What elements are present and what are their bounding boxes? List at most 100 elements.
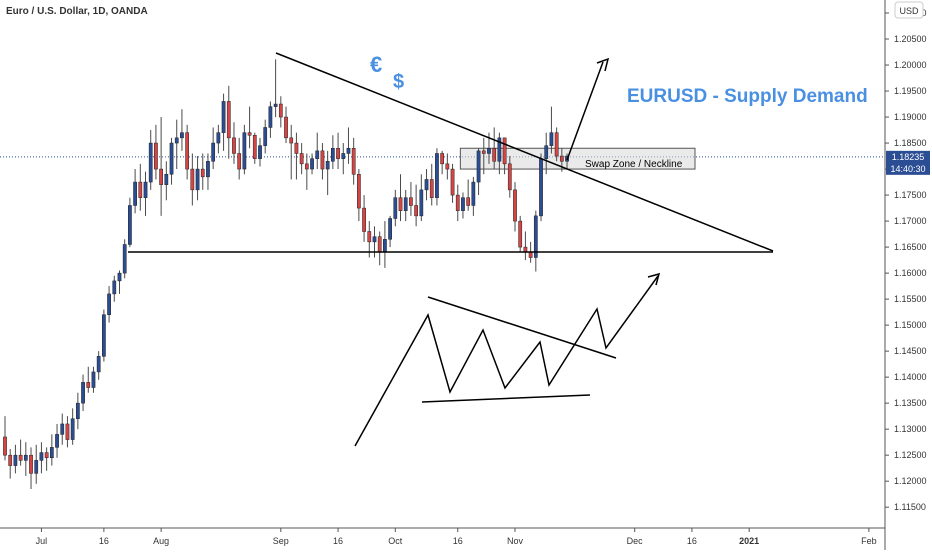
candle-body xyxy=(476,150,481,183)
swap-zone-box[interactable] xyxy=(459,147,696,170)
pattern-upper-line[interactable] xyxy=(427,296,617,359)
candle xyxy=(320,143,325,180)
price-tick-label: 1.20500 xyxy=(894,34,927,44)
pattern-lower-line[interactable] xyxy=(421,394,591,403)
candle-body xyxy=(544,145,549,159)
candle-body xyxy=(357,174,361,209)
candle-body xyxy=(237,153,242,170)
price-tick-label: 1.14000 xyxy=(894,372,927,382)
candle-body xyxy=(466,197,471,206)
candle xyxy=(315,132,320,170)
candle xyxy=(554,127,559,162)
candle-body xyxy=(180,132,184,139)
candle xyxy=(159,117,163,216)
candle-body xyxy=(502,137,507,165)
candle-body xyxy=(325,161,330,170)
price-tick-label: 1.14500 xyxy=(894,346,927,356)
breakout-arrow-head xyxy=(596,57,610,72)
candle xyxy=(299,143,304,175)
candle xyxy=(206,153,210,190)
candle-body xyxy=(487,148,491,154)
candle-body xyxy=(232,137,236,154)
candle xyxy=(8,448,13,479)
candle xyxy=(18,439,23,466)
candle-body xyxy=(471,181,476,206)
candle xyxy=(351,137,356,185)
time-axis[interactable]: Jul 16 Aug Sep 16 Oct 16 Nov Dec 16 2021 Feb xyxy=(0,527,885,546)
candle-body xyxy=(367,231,372,243)
price-axis[interactable]: 1.11500 1.12000 1.12500 1.13000 1.13500 1.140… xyxy=(884,0,927,550)
candle-body xyxy=(393,197,398,219)
candle-body xyxy=(81,382,85,404)
price-tick-label: 1.20000 xyxy=(894,60,927,70)
breakout-arrow-line[interactable] xyxy=(566,61,604,161)
candle xyxy=(3,416,7,461)
candle xyxy=(60,413,65,445)
candle xyxy=(55,423,59,458)
candle xyxy=(310,153,314,175)
candle xyxy=(476,148,481,196)
pattern-arrow-head xyxy=(647,272,661,286)
candle xyxy=(461,192,465,219)
price-tick-label: 1.13500 xyxy=(894,398,927,408)
candle xyxy=(294,132,299,180)
candle xyxy=(523,231,528,261)
candle xyxy=(34,444,39,484)
candle xyxy=(23,442,28,476)
candle-body xyxy=(70,418,75,440)
currency-button-box[interactable] xyxy=(894,1,924,19)
price-tick-label: 1.19500 xyxy=(894,86,927,96)
candle-body xyxy=(289,137,294,144)
candle xyxy=(471,176,476,216)
candle xyxy=(138,163,143,211)
drawings-layer[interactable] xyxy=(128,52,774,447)
candle xyxy=(258,137,262,167)
candle-body xyxy=(18,454,23,461)
candle-body xyxy=(518,220,523,248)
candle xyxy=(544,132,549,175)
price-tick-label: 1.17500 xyxy=(894,190,927,200)
dollar-sign: $ xyxy=(393,71,404,93)
candle-body xyxy=(383,239,387,253)
candle xyxy=(466,179,471,211)
pattern-zigzag[interactable] xyxy=(354,275,659,447)
candle-body xyxy=(91,371,96,388)
currency-button[interactable]: USD xyxy=(899,6,919,16)
candle xyxy=(289,124,294,180)
candle-body xyxy=(154,142,158,170)
candle-body xyxy=(414,205,418,217)
candle xyxy=(263,119,268,154)
candle xyxy=(247,106,252,149)
candle xyxy=(481,137,486,175)
candle xyxy=(518,215,523,253)
candle xyxy=(232,122,236,164)
candle-body xyxy=(278,103,283,118)
swap-zone-label: Swap Zone / Neckline xyxy=(585,159,683,170)
price-tick-label: 1.12500 xyxy=(894,450,927,460)
candle-body xyxy=(252,135,257,159)
candle xyxy=(435,148,439,206)
candle-body xyxy=(351,148,356,175)
candle-body xyxy=(39,452,44,461)
candle-body xyxy=(3,436,7,456)
candle-body xyxy=(216,132,221,144)
time-tick-label: 16 xyxy=(333,536,343,546)
candle-body xyxy=(481,150,486,154)
candle-body xyxy=(117,272,122,282)
euro-sign: € xyxy=(370,52,382,77)
candle xyxy=(75,392,80,430)
candle xyxy=(190,153,195,206)
candle xyxy=(164,161,169,201)
candle-body xyxy=(102,314,106,357)
candle-body xyxy=(294,142,299,154)
candle-body xyxy=(284,116,288,139)
price-tick-label: 1.15000 xyxy=(894,320,927,330)
price-tick-label: 1.13000 xyxy=(894,424,927,434)
candle-body xyxy=(539,158,543,217)
descending-trendline[interactable] xyxy=(275,52,774,252)
candle xyxy=(393,189,398,227)
candle xyxy=(278,96,283,128)
time-tick-label: 16 xyxy=(99,536,109,546)
